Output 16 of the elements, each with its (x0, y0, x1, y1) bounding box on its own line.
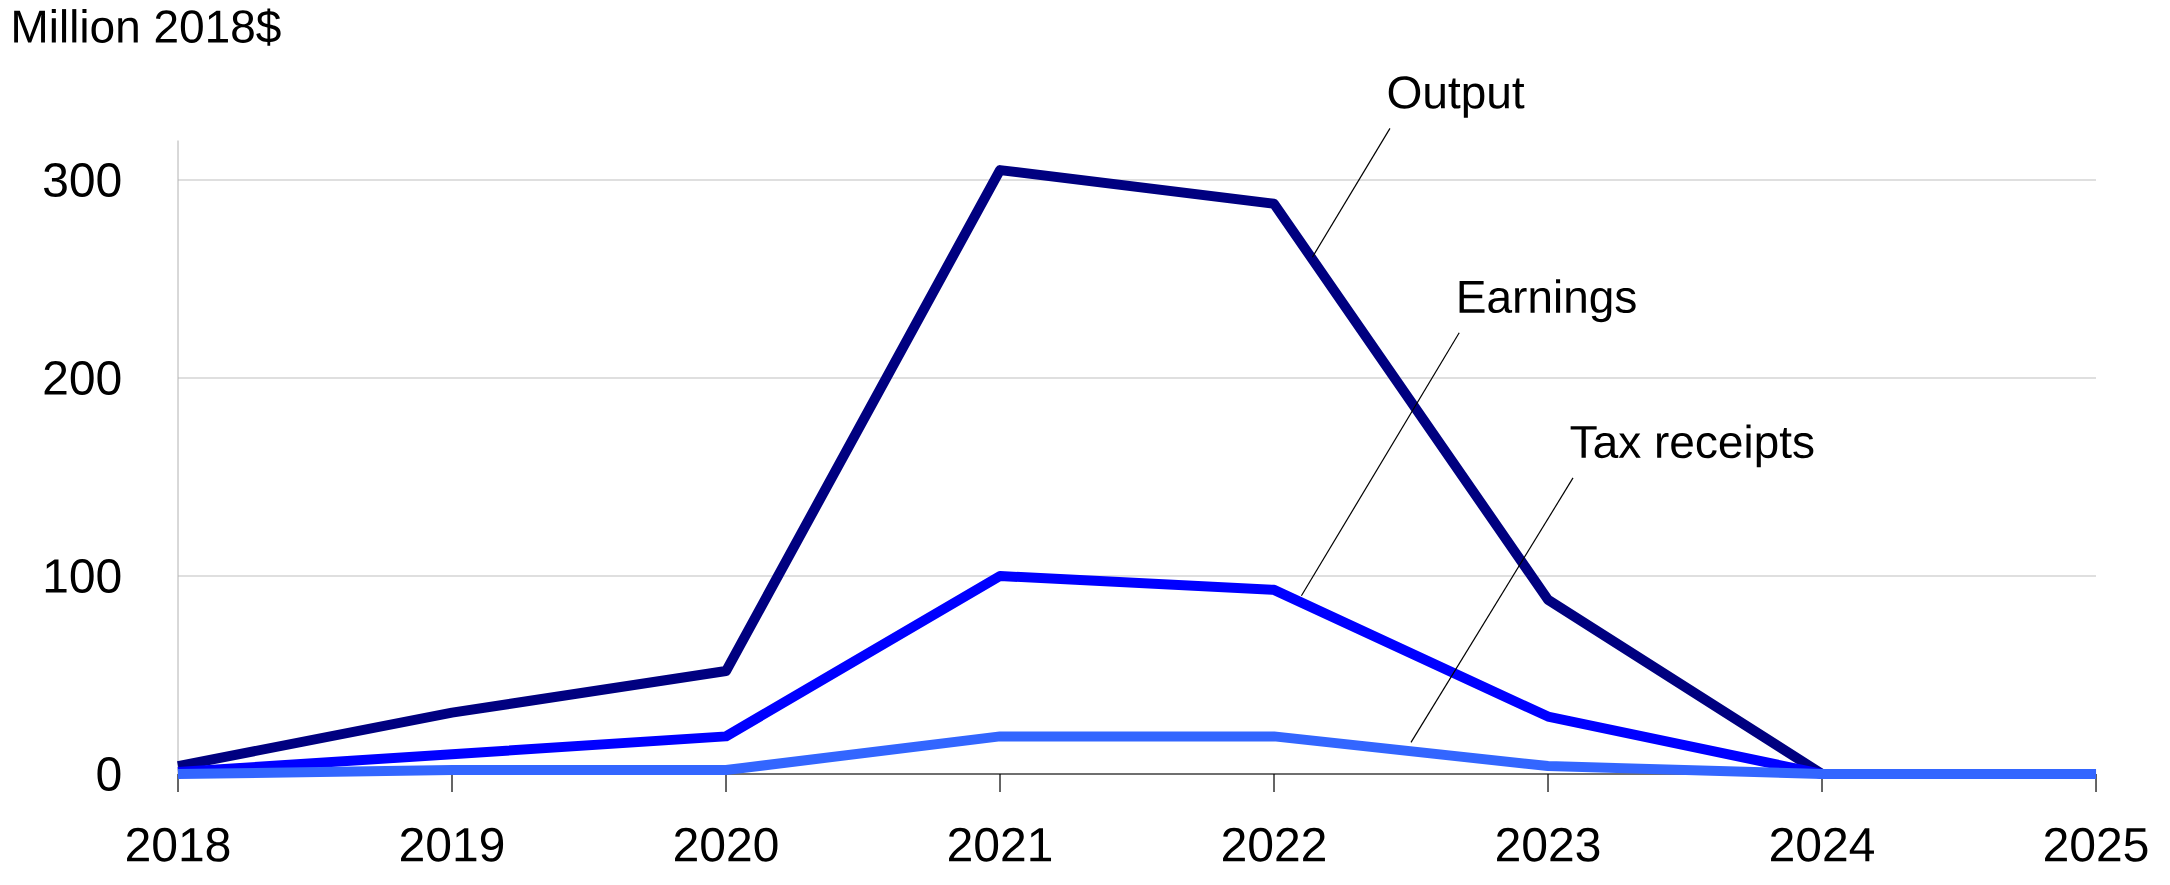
x-tick-label: 2025 (2045, 827, 2148, 862)
x-tick-label: 2021 (949, 827, 1052, 862)
x-tick-label: 2019 (401, 827, 504, 862)
y-axis-title: Million 2018$ (14, 8, 281, 46)
y-tick-label: 100 (45, 559, 121, 593)
x-tick-label: 2020 (675, 827, 778, 862)
x-tick-label: 2024 (1771, 827, 1874, 862)
x-tick-label: 2022 (1223, 827, 1325, 862)
x-tick-label: 2018 (127, 827, 230, 862)
text: Tax receipts (1570, 424, 1814, 468)
x-tick-label: 2023 (1497, 827, 1600, 862)
text: Earnings (1459, 279, 1636, 323)
text: Output (1388, 76, 1525, 118)
y-tick-label: 0 (97, 757, 121, 791)
y-tick-label: 300 (44, 163, 121, 197)
y-tick-label: 200 (44, 361, 121, 395)
